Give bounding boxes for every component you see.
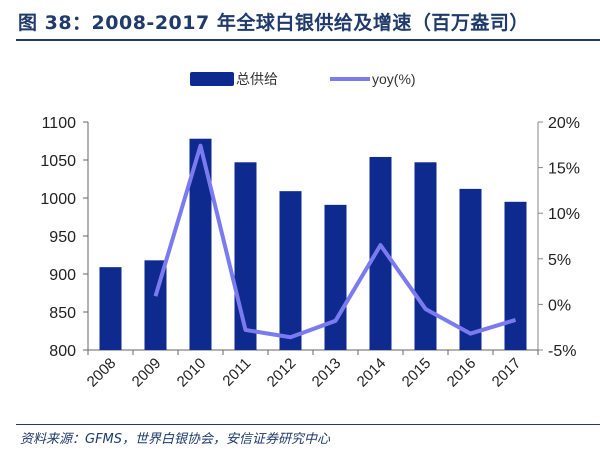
right-tick-label: 15% — [548, 161, 580, 178]
left-tick-label: 950 — [49, 229, 76, 246]
bar-2017 — [504, 201, 527, 350]
source-note: 资料来源：GFMS，世界白银协会，安信证券研究中心 — [20, 432, 331, 447]
x-tick-label: 2017 — [489, 355, 525, 391]
x-tick-label: 2008 — [84, 355, 120, 391]
bar-2014 — [369, 156, 392, 350]
bar-2010 — [189, 138, 212, 350]
bar-2013 — [324, 204, 347, 350]
x-tick-label: 2010 — [174, 355, 210, 391]
legend-label-line: yoy(%) — [372, 71, 416, 87]
right-tick-label: 20% — [548, 115, 580, 132]
left-tick-label: 800 — [49, 343, 76, 360]
left-tick-label: 1100 — [42, 115, 77, 132]
right-tick-label: 5% — [548, 252, 571, 269]
x-tick-label: 2012 — [264, 355, 300, 391]
left-tick-label: 900 — [49, 267, 76, 284]
title-rule — [16, 39, 600, 41]
figure-title: 图 38：2008-2017 年全球白银供给及增速（百万盎司） — [18, 12, 529, 34]
bar-2012 — [279, 191, 302, 350]
legend-swatch-bar — [190, 72, 234, 86]
source-rule — [16, 424, 600, 425]
right-tick-label: 0% — [548, 297, 571, 314]
x-tick-label: 2015 — [399, 355, 435, 391]
x-tick-label: 2014 — [354, 355, 390, 391]
legend-label-bar: 总供给 — [236, 71, 278, 87]
x-tick-label: 2013 — [309, 355, 345, 391]
left-tick-label: 1000 — [40, 191, 76, 208]
x-tick-label: 2016 — [444, 355, 480, 391]
right-tick-label: 10% — [548, 206, 580, 223]
bar-2016 — [459, 188, 482, 350]
bar-2015 — [414, 162, 437, 350]
bar-2008 — [99, 267, 122, 350]
left-tick-label: 850 — [49, 305, 76, 322]
x-tick-label: 2009 — [129, 355, 165, 391]
x-tick-label: 2011 — [219, 355, 254, 390]
right-tick-label: -5% — [548, 343, 576, 360]
chart: 800 850 900 950 1000 1050 1100 -5% 0% 5% 10% 15% 20%… — [40, 71, 580, 391]
left-tick-label: 1050 — [40, 153, 76, 170]
